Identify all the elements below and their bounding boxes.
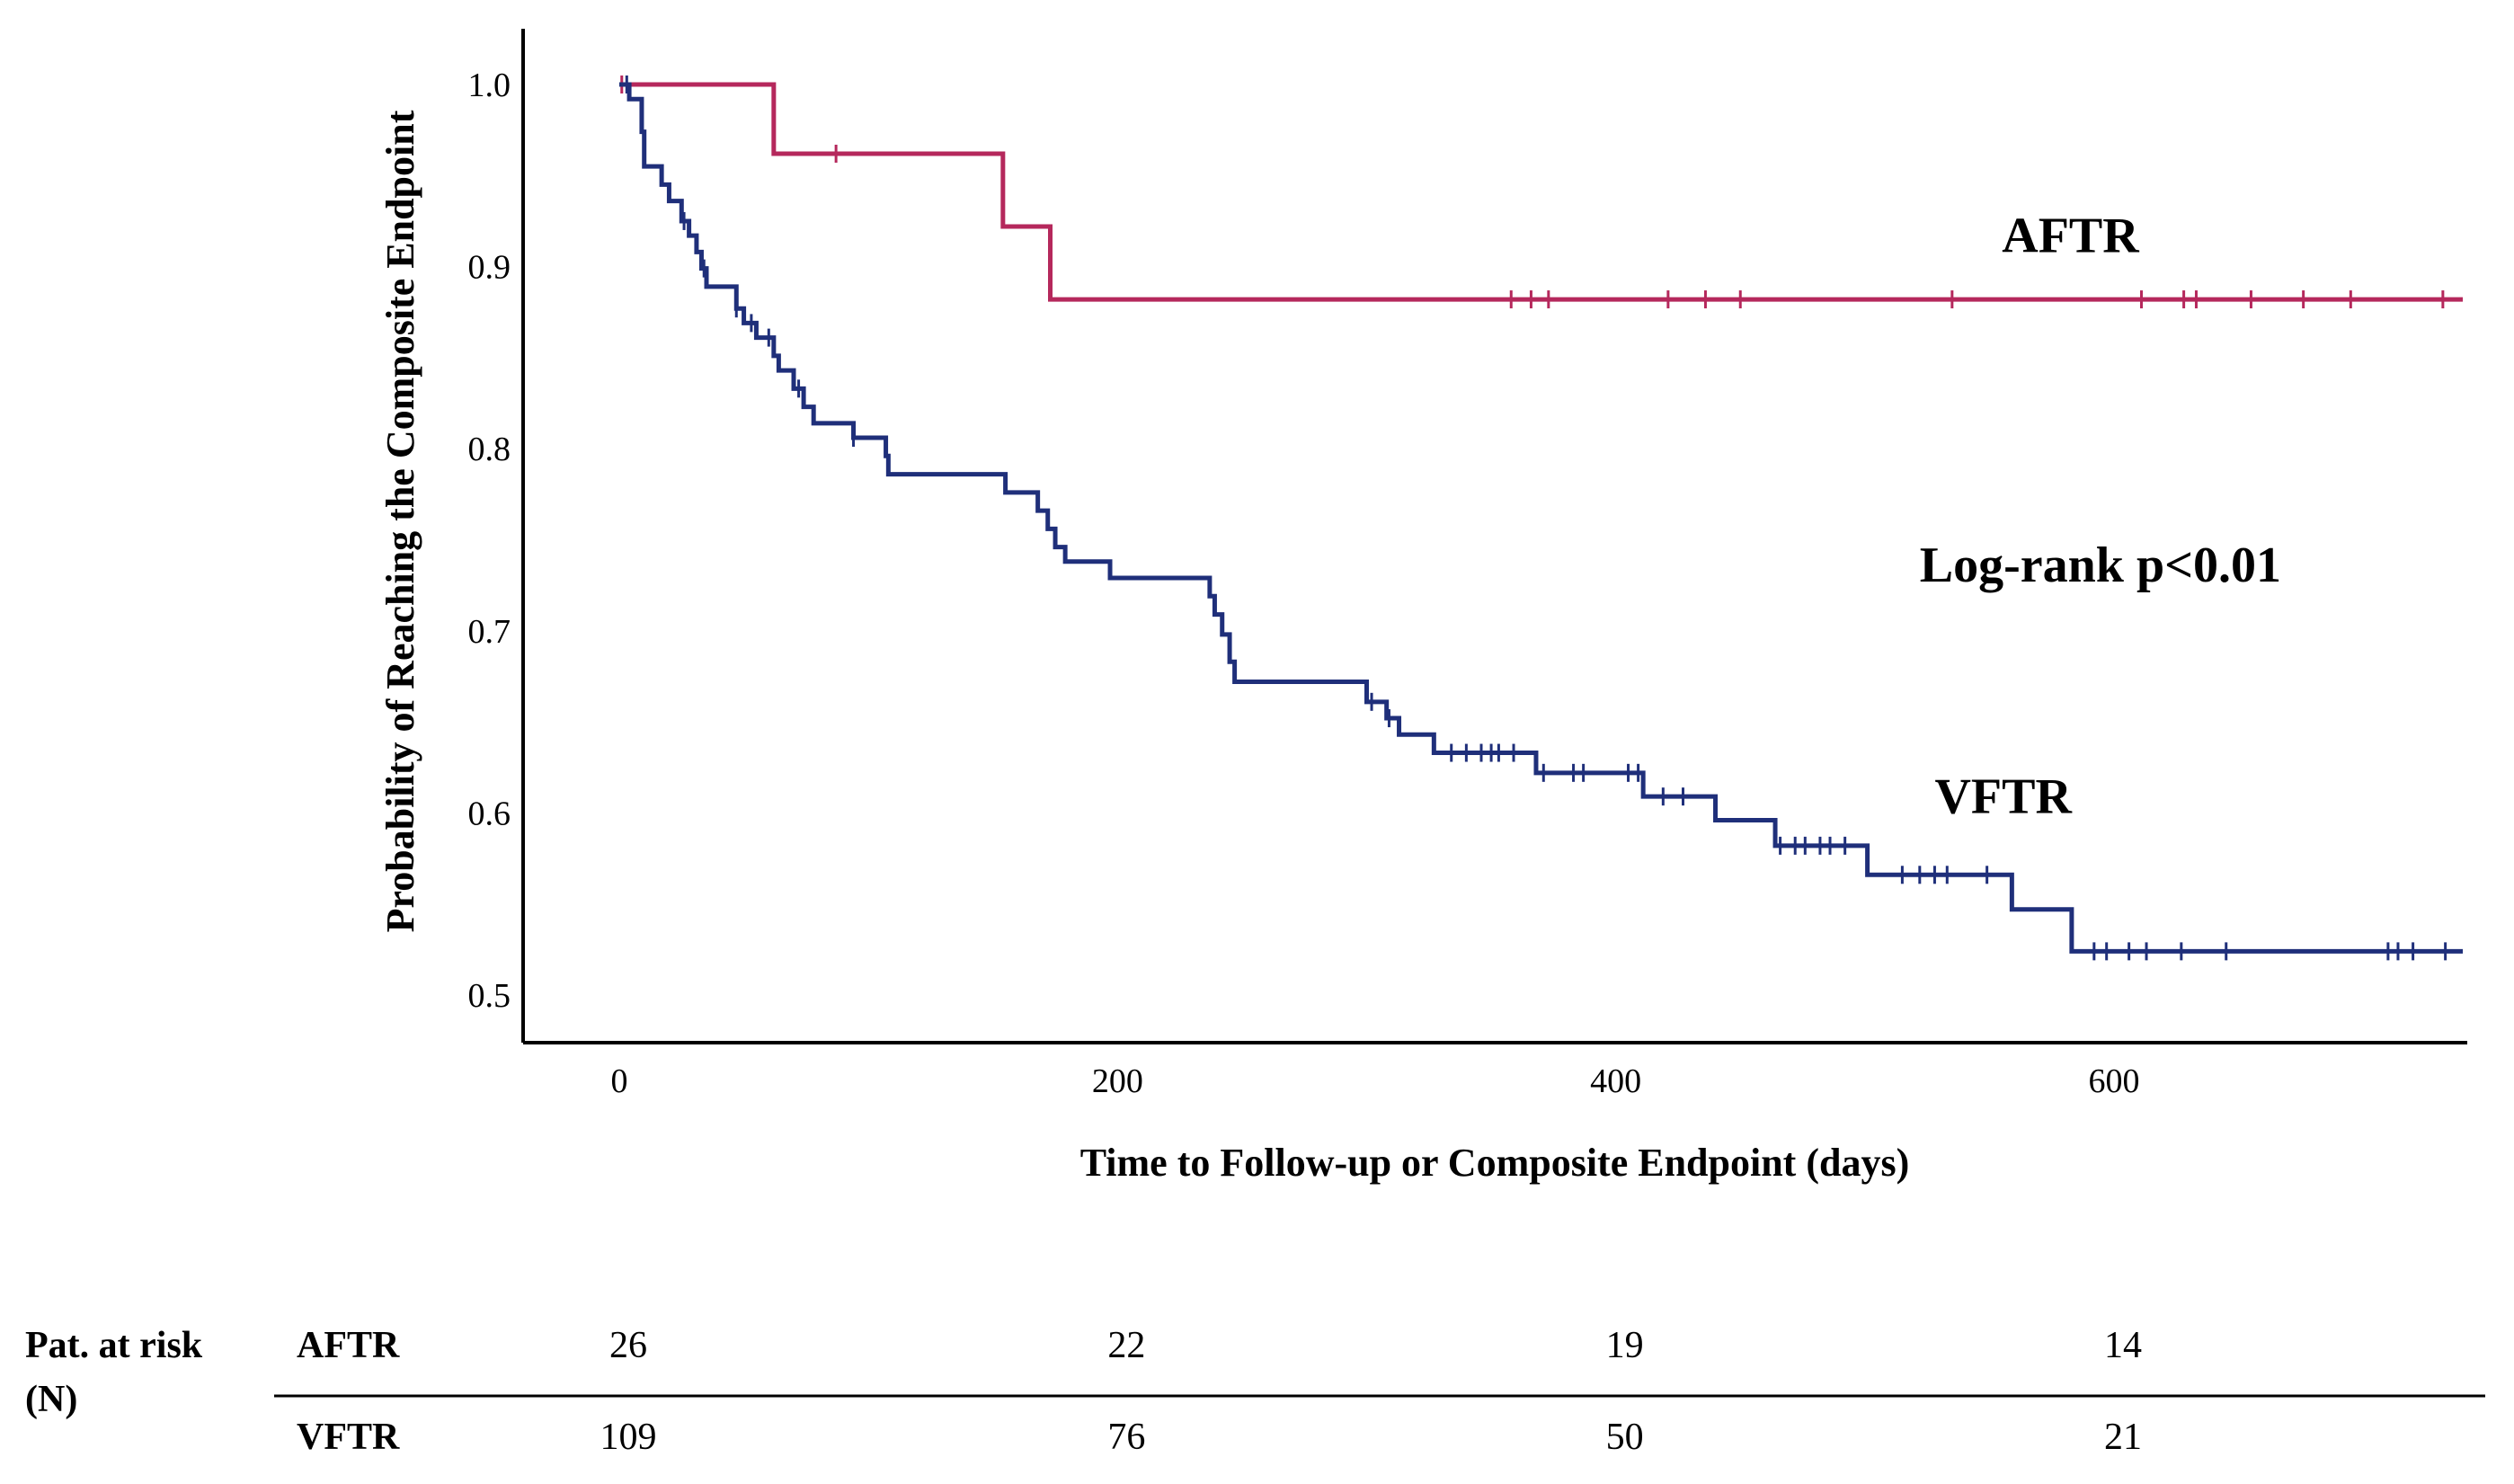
y-tick-label: 0.7 [468,613,511,651]
series-line-aftr [619,82,2464,302]
annotation: Log-rank p<0.01 [1920,538,2281,593]
risk-row-label: AFTR [297,1325,400,1366]
risk-value: 14 [2104,1325,2142,1366]
risk-value: 22 [1107,1325,1145,1366]
y-tick-label: 0.5 [468,977,511,1015]
risk-table: Pat. at risk (N) AFTR 26 22 19 14 VFTR 109 76 50… [25,1325,2485,1458]
x-tick-label: 400 [1590,1062,1641,1100]
risk-row-label: VFTR [297,1417,400,1458]
risk-table-header: Pat. at risk [25,1325,203,1366]
risk-value: 50 [1606,1417,1644,1458]
series-layer [619,76,2464,961]
annotations: AFTR Log-rank p<0.01 VFTR [1920,208,2281,824]
y-tick-label: 1.0 [468,67,511,104]
y-tick-label: 0.8 [468,431,511,468]
annotation: AFTR [2002,208,2139,263]
x-tick-label: 600 [2089,1062,2140,1100]
x-tick-labels: 0 200 400 600 [611,1062,2140,1100]
y-tick-label: 0.6 [468,795,511,832]
y-tick-label: 0.9 [468,249,511,287]
axes [521,29,2467,1044]
risk-value: 109 [600,1417,657,1458]
risk-table-rows: AFTR 26 22 19 14 VFTR 109 76 50 21 [297,1325,2142,1458]
y-axis-title: Probability of Reaching the Composite En… [378,110,422,932]
x-axis-title: Time to Follow-up or Composite Endpoint … [1080,1141,1909,1185]
risk-value: 26 [609,1325,647,1366]
y-tick-labels: 0.5 0.6 0.7 0.8 0.9 1.0 [468,67,511,1015]
risk-table-header-unit: (N) [25,1379,77,1420]
x-tick-label: 0 [611,1062,628,1100]
x-tick-label: 200 [1092,1062,1143,1100]
risk-value: 19 [1606,1325,1644,1366]
risk-value: 76 [1107,1417,1145,1458]
annotation: VFTR [1934,769,2072,824]
risk-value: 21 [2104,1417,2142,1458]
series-line-vftr [619,82,2464,954]
